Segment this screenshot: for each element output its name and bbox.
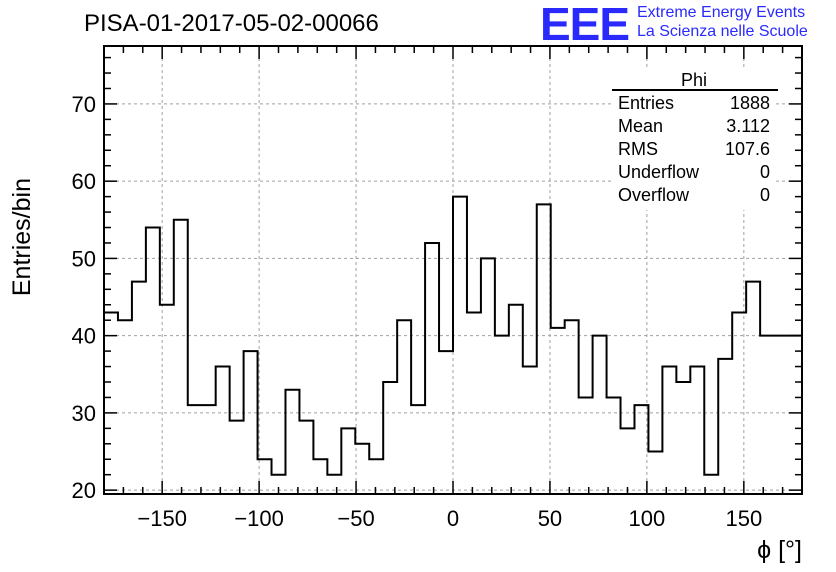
y-tick-label: 50 bbox=[72, 246, 96, 271]
x-tick-label: 100 bbox=[629, 506, 666, 531]
histogram-series-line bbox=[104, 195, 802, 476]
stats-row-value: 107.6 bbox=[725, 139, 770, 159]
logo-caption-line-1: Extreme Energy Events bbox=[637, 4, 806, 21]
histogram-title: PISA-01-2017-05-02-00066 bbox=[84, 10, 379, 37]
y-tick-label: 20 bbox=[72, 478, 96, 503]
eee-logo: EEE bbox=[540, 0, 630, 50]
stats-row-label: Overflow bbox=[618, 185, 690, 205]
stats-row-value: 0 bbox=[760, 162, 770, 182]
stats-row-value: 0 bbox=[760, 185, 770, 205]
y-tick-label: 70 bbox=[72, 92, 96, 117]
y-tick-label: 30 bbox=[72, 401, 96, 426]
plot-frame bbox=[103, 45, 803, 495]
y-tick-label: 40 bbox=[72, 324, 96, 349]
x-axis-label: ϕ [°] bbox=[757, 536, 802, 564]
logo-caption: Extreme Energy Events La Scienza nelle S… bbox=[637, 3, 808, 41]
stats-box-title: Phi bbox=[681, 70, 707, 90]
stats-row-value: 1888 bbox=[730, 93, 770, 113]
logo-caption-line-2: La Scienza nelle Scuole bbox=[637, 23, 808, 40]
stats-box: Phi Entries 1888 Mean 3.112 RMS 107.6 Underflo… bbox=[612, 70, 778, 210]
axis-ticks bbox=[104, 46, 802, 494]
x-tick-label: −100 bbox=[234, 506, 284, 531]
x-tick-label: 0 bbox=[447, 506, 459, 531]
y-tick-label: 60 bbox=[72, 169, 96, 194]
x-tick-label: −150 bbox=[137, 506, 187, 531]
x-tick-label: 50 bbox=[538, 506, 562, 531]
stats-row-value: 3.112 bbox=[726, 116, 770, 136]
stats-rows: Entries 1888 Mean 3.112 RMS 107.6 Underflow 0 Ov… bbox=[618, 93, 770, 205]
x-tick-label: 150 bbox=[725, 506, 762, 531]
stats-box-background bbox=[612, 70, 776, 210]
stats-row-label: Underflow bbox=[618, 162, 700, 182]
y-axis-label: Entries/bin bbox=[8, 178, 36, 296]
tick-labels: −150 −100 −50 0 50 100 150 20 30 40 50 60 70 bbox=[72, 92, 763, 531]
stats-row-label: Mean bbox=[618, 116, 663, 136]
x-tick-label: −50 bbox=[337, 506, 374, 531]
stats-row-label: RMS bbox=[618, 139, 658, 159]
stats-row-label: Entries bbox=[618, 93, 674, 113]
